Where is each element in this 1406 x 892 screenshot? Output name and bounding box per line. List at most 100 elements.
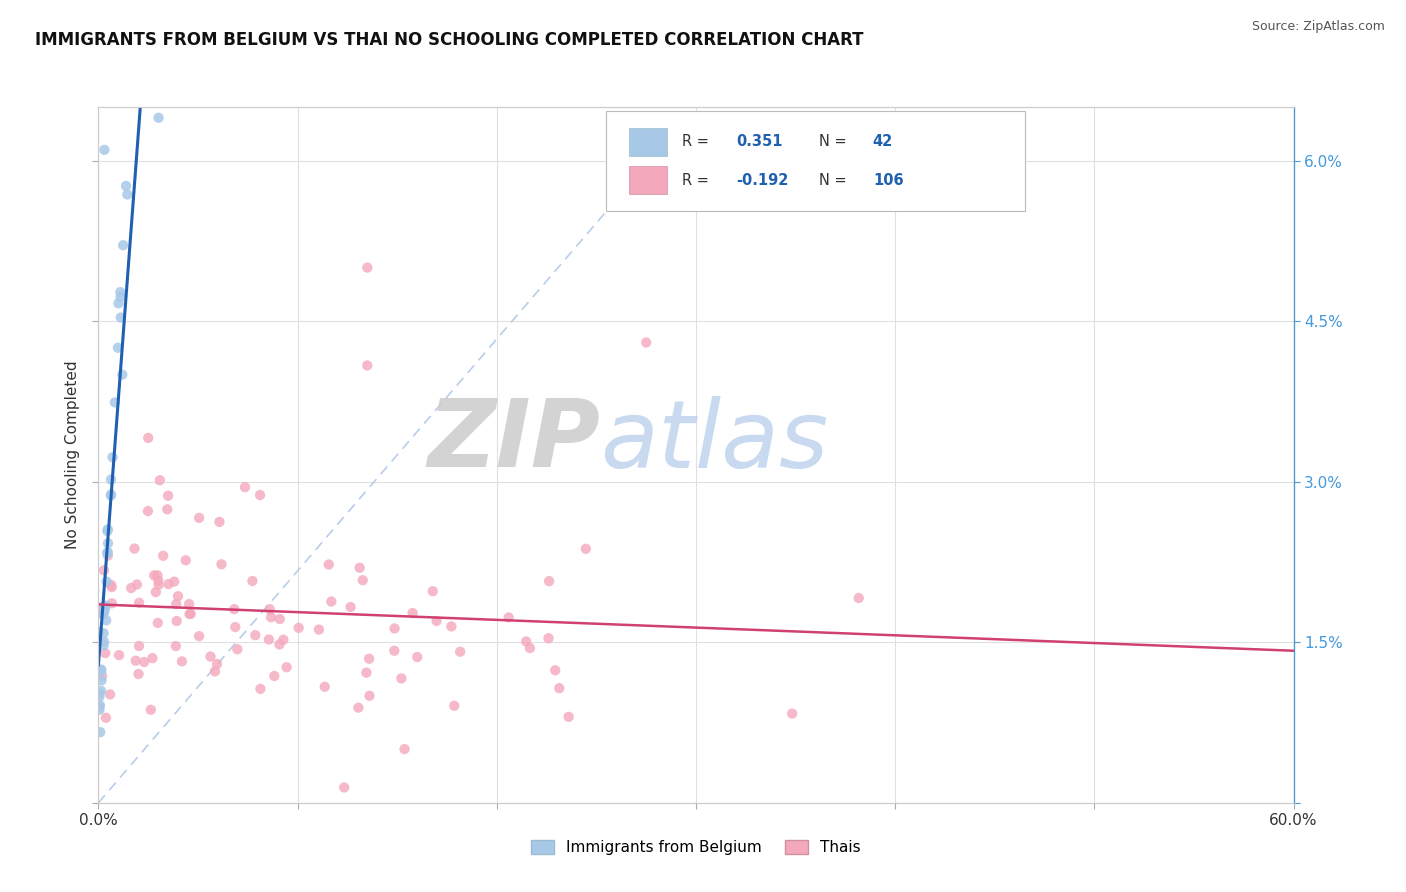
Point — [544, 663, 567, 677]
Point — [287, 621, 309, 635]
Point — [146, 615, 169, 630]
Bar — [628, 128, 668, 156]
Text: -0.192: -0.192 — [737, 172, 789, 187]
Point — [110, 290, 132, 304]
Point — [401, 606, 423, 620]
Point — [548, 681, 571, 695]
Point — [96, 546, 118, 560]
Point — [557, 710, 579, 724]
Bar — [628, 166, 668, 194]
Point — [356, 359, 378, 373]
Point — [257, 632, 280, 647]
Point — [93, 634, 115, 648]
Point — [90, 673, 112, 688]
Text: N =: N = — [820, 135, 851, 149]
Point — [515, 634, 537, 648]
Point — [321, 594, 343, 608]
Point — [146, 568, 169, 582]
Point — [89, 703, 111, 717]
Point — [205, 657, 228, 671]
Point — [100, 489, 122, 503]
Point — [134, 655, 156, 669]
Point — [349, 561, 371, 575]
Point — [89, 698, 111, 713]
Point — [89, 700, 111, 714]
Point — [269, 637, 291, 651]
Text: Source: ZipAtlas.com: Source: ZipAtlas.com — [1251, 20, 1385, 33]
Point — [100, 473, 122, 487]
Point — [263, 669, 285, 683]
Point — [148, 574, 170, 588]
Point — [91, 607, 114, 622]
Point — [112, 238, 135, 252]
Point — [208, 515, 231, 529]
Point — [356, 665, 378, 680]
Y-axis label: No Schooling Completed: No Schooling Completed — [65, 360, 80, 549]
Point — [93, 143, 115, 157]
Point — [90, 663, 112, 677]
Point — [117, 187, 139, 202]
Point — [165, 639, 187, 653]
Point — [356, 260, 378, 275]
Point — [145, 585, 167, 599]
Point — [382, 644, 405, 658]
Point — [157, 577, 180, 591]
Point — [98, 687, 121, 701]
Point — [177, 597, 200, 611]
Text: N =: N = — [820, 172, 851, 187]
Point — [498, 610, 520, 624]
Point — [538, 574, 561, 589]
Point — [226, 642, 249, 657]
Point — [519, 640, 541, 655]
Point — [97, 545, 120, 559]
Point — [259, 602, 281, 616]
Point — [101, 450, 124, 465]
Point — [249, 681, 271, 696]
Point — [233, 480, 256, 494]
Point — [139, 703, 162, 717]
Point — [97, 522, 120, 536]
Point — [107, 341, 129, 355]
Point — [115, 178, 138, 193]
Point — [149, 473, 172, 487]
Point — [389, 672, 412, 686]
Point — [108, 648, 131, 662]
Point — [339, 600, 361, 615]
Point — [249, 488, 271, 502]
Point — [91, 599, 114, 614]
Text: IMMIGRANTS FROM BELGIUM VS THAI NO SCHOOLING COMPLETED CORRELATION CHART: IMMIGRANTS FROM BELGIUM VS THAI NO SCHOO… — [35, 31, 863, 49]
Point — [93, 563, 115, 577]
Point — [260, 610, 283, 624]
Point — [110, 310, 132, 325]
Point — [406, 650, 429, 665]
Point — [359, 651, 381, 665]
Text: atlas: atlas — [600, 395, 828, 486]
Point — [100, 487, 122, 501]
Point — [211, 558, 233, 572]
Point — [89, 634, 111, 648]
Point — [101, 596, 124, 610]
Point — [93, 638, 115, 652]
Point — [97, 549, 120, 563]
Point — [165, 597, 187, 611]
Point — [97, 536, 120, 550]
Point — [224, 602, 246, 616]
Point — [449, 645, 471, 659]
Point — [242, 574, 264, 588]
Point — [89, 690, 111, 704]
Point — [96, 524, 118, 538]
Point — [276, 660, 298, 674]
Point — [384, 622, 406, 636]
Point — [128, 639, 150, 653]
Point — [156, 502, 179, 516]
Point — [107, 296, 129, 310]
Point — [269, 612, 291, 626]
Point — [179, 607, 201, 621]
Point — [394, 742, 416, 756]
Point — [91, 669, 114, 683]
Point — [188, 511, 211, 525]
Point — [848, 591, 870, 605]
Point — [110, 285, 132, 299]
Point — [104, 395, 127, 409]
Point — [200, 649, 222, 664]
